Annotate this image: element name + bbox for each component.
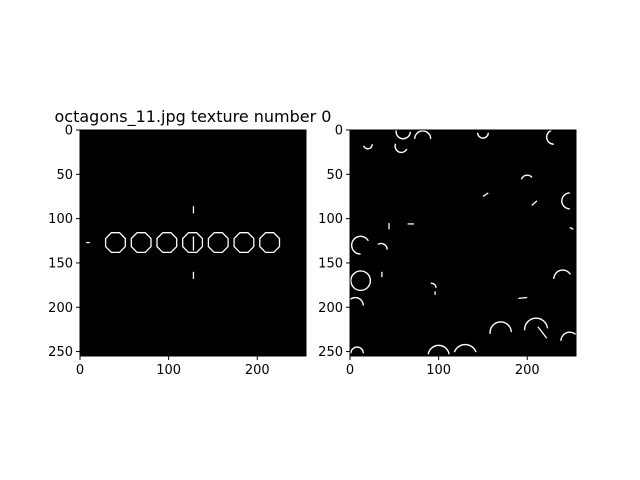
y-tick-label: 200 [48,301,73,316]
edge-arc [350,270,372,292]
response-image-panel: 0 100 200 0 50 100 150 200 250 [318,124,577,378]
edge-arc [476,132,489,139]
chart-title: octagons_11.jpg texture number 0 [55,107,332,127]
y-tick-label: 50 [56,168,73,183]
edge-segment [537,326,548,339]
axes-frame [79,129,307,357]
x-tick-label: 0 [346,363,354,378]
x-tick-label: 0 [76,363,84,378]
x-tick-label: 100 [426,363,451,378]
edge-arc [395,130,411,140]
edge-segment [531,200,538,206]
edge-arc [350,296,364,306]
edge-arc [489,321,512,334]
y-tick-label: 50 [326,168,343,183]
octagon-outline [233,232,255,254]
edge-arc [545,130,554,145]
y-tick-label: 200 [318,301,343,316]
octagon-outline [207,232,229,254]
octagon-outline [156,232,178,254]
edge-arc [350,235,369,255]
y-tick-label: 0 [335,124,343,139]
edge-arc [427,344,450,355]
edge-arc [520,174,533,180]
y-tick-label: 100 [48,212,73,227]
y-tick-label: 250 [48,345,73,360]
edge-arc [523,317,549,331]
edge-arc [553,269,572,279]
y-tick-label: 150 [318,256,343,271]
y-tick-label: 100 [318,212,343,227]
image-background [350,130,576,356]
edge-segment [518,296,528,300]
octagon-outline [259,232,281,254]
y-tick-label: 250 [318,345,343,360]
edge-segment [482,192,489,198]
edge-arc [377,242,388,250]
edge-arc [430,282,437,288]
edge-arc [453,343,477,353]
edge-segment [569,226,574,230]
y-tick-label: 0 [65,124,73,139]
edge-arc [350,346,364,354]
edge-arc [394,143,408,154]
x-tick-label: 200 [245,363,270,378]
edge-arc [560,331,576,341]
texture-image-panel: 0 100 200 0 50 100 150 200 250 [48,124,307,378]
edge-arc [561,192,570,210]
x-tick-label: 100 [156,363,181,378]
edge-arc [414,130,432,139]
edge-arc [362,144,373,150]
y-tick-label: 150 [48,256,73,271]
octagon-outline [182,232,204,254]
x-tick-label: 200 [515,363,540,378]
axes-frame [349,129,577,357]
octagon-outline [130,232,152,254]
octagon-outline [104,232,126,254]
